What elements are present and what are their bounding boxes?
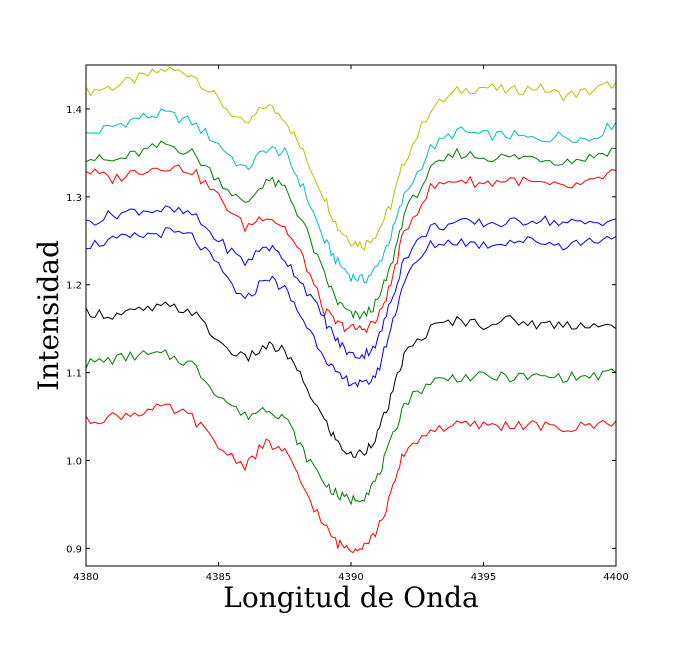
x-tick-label: 4400: [603, 572, 628, 583]
x-axis-title: Longitud de Onda: [223, 581, 478, 614]
series-line-6: [85, 227, 617, 388]
y-axis-title: Intensidad: [32, 240, 65, 391]
series-line-7: [85, 301, 617, 458]
y-tick-label: 1.2: [66, 281, 82, 292]
series-line-4: [85, 164, 617, 334]
x-tick-label: 4380: [73, 572, 98, 583]
y-tick-label: 1.1: [66, 369, 82, 380]
series-layer: [85, 66, 617, 554]
y-tick-label: 1.0: [66, 457, 82, 468]
y-tick-label: 1.3: [66, 193, 82, 204]
series-line-2: [85, 108, 617, 284]
x-tick-label: 4395: [471, 572, 496, 583]
series-line-3: [85, 140, 617, 320]
tick-layer: 4380 4385 4390 4395 4400 0.9 1.0 1.1 1.2 1.3 1.4: [66, 65, 629, 583]
y-tick-label: 0.9: [66, 544, 82, 555]
x-tick-label: 4390: [338, 572, 363, 583]
series-line-8: [85, 349, 617, 506]
y-tick-label: 1.4: [66, 105, 82, 116]
plot-frame: [85, 64, 617, 567]
series-line-9: [85, 403, 617, 554]
series-line-5: [85, 205, 617, 360]
series-line-1: [85, 66, 617, 251]
x-tick-label: 4385: [206, 572, 231, 583]
